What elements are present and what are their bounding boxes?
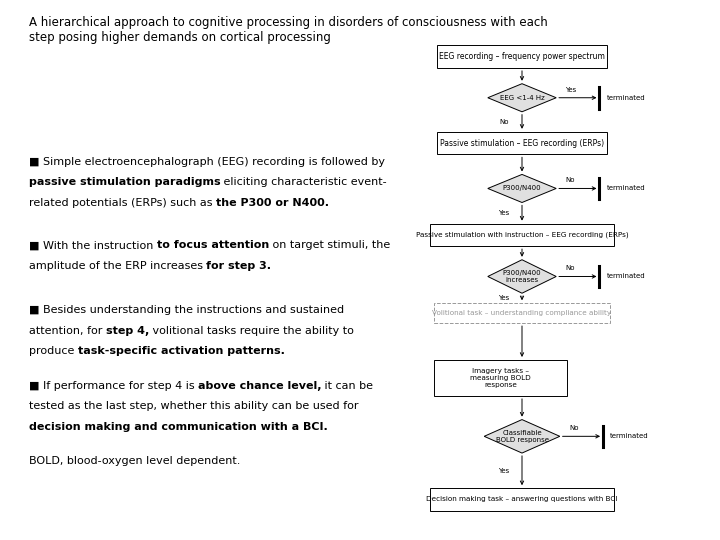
Text: Volitional task – understanding compliance ability: Volitional task – understanding complian… <box>433 310 611 316</box>
Text: Yes: Yes <box>498 295 510 301</box>
Text: the P300 or N400.: the P300 or N400. <box>216 198 329 208</box>
Polygon shape <box>488 84 556 112</box>
Text: EEG <1-4 Hz: EEG <1-4 Hz <box>500 94 544 101</box>
Text: Passive stimulation with instruction – EEG recording (ERPs): Passive stimulation with instruction – E… <box>415 232 629 238</box>
Text: volitional tasks require the ability to: volitional tasks require the ability to <box>149 326 354 336</box>
Text: Classifiable
BOLD response: Classifiable BOLD response <box>495 430 549 443</box>
Text: on target stimuli, the: on target stimuli, the <box>269 240 390 251</box>
FancyBboxPatch shape <box>433 360 567 396</box>
Text: ■ If performance for step 4 is: ■ If performance for step 4 is <box>29 381 198 391</box>
Text: passive stimulation paradigms: passive stimulation paradigms <box>29 177 220 187</box>
Text: Yes: Yes <box>565 86 576 93</box>
Text: BOLD, blood-oxygen level dependent.: BOLD, blood-oxygen level dependent. <box>29 456 240 467</box>
Text: terminated: terminated <box>606 94 645 101</box>
FancyBboxPatch shape <box>438 45 606 68</box>
Text: No: No <box>566 265 575 272</box>
Text: task-specific activation patterns.: task-specific activation patterns. <box>78 346 284 356</box>
Text: EEG recording – frequency power spectrum: EEG recording – frequency power spectrum <box>439 52 605 61</box>
Text: tested as the last step, whether this ability can be used for: tested as the last step, whether this ab… <box>29 401 359 411</box>
Text: for step 3.: for step 3. <box>207 261 271 271</box>
Text: Imagery tasks –
measuring BOLD
response: Imagery tasks – measuring BOLD response <box>470 368 531 388</box>
FancyBboxPatch shape <box>430 488 613 511</box>
Text: Yes: Yes <box>498 468 510 474</box>
FancyBboxPatch shape <box>430 224 613 246</box>
Text: P300/N400: P300/N400 <box>503 185 541 192</box>
Text: Decision making task – answering questions with BCI: Decision making task – answering questio… <box>426 496 618 503</box>
Text: above chance level,: above chance level, <box>198 381 321 391</box>
Text: A hierarchical approach to cognitive processing in disorders of consciousness wi: A hierarchical approach to cognitive pro… <box>29 16 547 44</box>
Text: ■ With the instruction: ■ With the instruction <box>29 240 157 251</box>
Text: terminated: terminated <box>606 185 645 192</box>
Text: P300/N400
increases: P300/N400 increases <box>503 270 541 283</box>
Text: No: No <box>566 177 575 184</box>
Polygon shape <box>488 174 556 202</box>
Text: decision making and communication with a BCI.: decision making and communication with a… <box>29 422 328 432</box>
Text: terminated: terminated <box>610 433 649 440</box>
FancyBboxPatch shape <box>433 303 611 323</box>
Text: produce: produce <box>29 346 78 356</box>
Polygon shape <box>484 420 560 453</box>
Text: attention, for: attention, for <box>29 326 106 336</box>
Text: ■ Besides understanding the instructions and sustained: ■ Besides understanding the instructions… <box>29 305 344 315</box>
Text: amplitude of the ERP increases: amplitude of the ERP increases <box>29 261 207 271</box>
Text: Yes: Yes <box>498 210 510 216</box>
Text: to focus attention: to focus attention <box>157 240 269 251</box>
Text: No: No <box>499 119 509 125</box>
Text: eliciting characteristic event-: eliciting characteristic event- <box>220 177 387 187</box>
Text: step 4,: step 4, <box>106 326 149 336</box>
Text: related potentials (ERPs) such as: related potentials (ERPs) such as <box>29 198 216 208</box>
Text: Passive stimulation – EEG recording (ERPs): Passive stimulation – EEG recording (ERP… <box>440 139 604 147</box>
Text: terminated: terminated <box>606 273 645 280</box>
Text: ■ Simple electroencephalograph (EEG) recording is followed by: ■ Simple electroencephalograph (EEG) rec… <box>29 157 384 167</box>
Polygon shape <box>488 260 556 293</box>
Text: No: No <box>570 425 579 431</box>
Text: it can be: it can be <box>321 381 374 391</box>
FancyBboxPatch shape <box>438 132 606 154</box>
